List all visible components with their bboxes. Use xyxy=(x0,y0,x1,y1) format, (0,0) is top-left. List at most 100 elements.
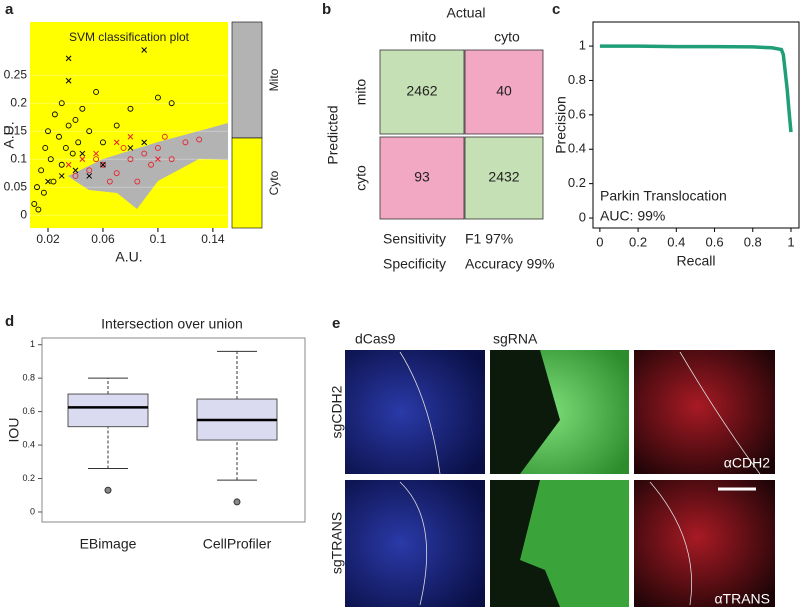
point xyxy=(154,145,161,151)
point xyxy=(127,133,134,140)
matrix-cell xyxy=(379,136,465,220)
y-tick-label: 0.2 xyxy=(10,95,27,109)
point xyxy=(120,145,127,151)
line xyxy=(599,44,793,133)
point xyxy=(86,128,93,135)
legend-label: Mito xyxy=(267,68,281,91)
x-tick-label: 0.8 xyxy=(744,234,762,249)
stain-label: αCDH2 xyxy=(724,455,770,471)
y-tick-label: 0.15 xyxy=(4,123,28,137)
point xyxy=(86,167,93,174)
x-tick-label: 0.02 xyxy=(36,232,60,246)
point xyxy=(127,105,134,112)
y-tick-label: 0.4 xyxy=(568,141,586,156)
panel-d: Intersection over union IOU xyxy=(6,316,306,523)
y-tick-label: 1 xyxy=(30,339,35,349)
point xyxy=(58,100,65,107)
panel-a: SVM classification plot Mito Cyto A.U. A… xyxy=(1,21,281,265)
y-tick-label: 0 xyxy=(30,506,35,516)
matrix-cell xyxy=(464,136,544,220)
y-tick-label: 0.4 xyxy=(22,439,35,449)
point xyxy=(45,178,51,185)
point xyxy=(31,200,38,207)
point xyxy=(141,139,148,146)
x-tick-label: 0.2 xyxy=(629,234,647,249)
outlier xyxy=(104,486,112,494)
cell-value: 2432 xyxy=(488,169,519,185)
column-label: dCas9 xyxy=(355,331,396,347)
x-tick-label: 1 xyxy=(787,234,794,249)
y-tick-label: 0.2 xyxy=(568,175,586,190)
micrograph xyxy=(634,480,775,607)
y-tick-label: 0.2 xyxy=(22,473,35,483)
decision-region xyxy=(68,123,228,209)
point xyxy=(35,206,42,213)
micrograph xyxy=(345,480,485,607)
column-label: cyto xyxy=(494,29,520,45)
micrograph xyxy=(634,350,775,474)
row-label: sgCDH2 xyxy=(329,385,345,438)
point xyxy=(72,172,79,179)
point xyxy=(65,77,72,84)
point xyxy=(79,156,86,163)
point xyxy=(168,100,175,107)
column-label: mito xyxy=(410,29,437,45)
x-axis-label: A.U. xyxy=(115,249,142,265)
point xyxy=(86,173,93,179)
point xyxy=(69,150,76,157)
panel-c: Parkin Translocation AUC: 99% Recall Pre… xyxy=(553,21,800,269)
chart-title: SVM classification plot xyxy=(69,30,190,44)
cell-region xyxy=(520,480,629,607)
y-tick-label: 0 xyxy=(20,207,27,221)
plot-frame xyxy=(41,337,306,523)
annotation: AUC: 99% xyxy=(600,208,665,224)
point xyxy=(106,178,113,185)
y-tick-label: 1 xyxy=(579,38,586,53)
column-label: sgRNA xyxy=(493,331,538,347)
legend-label: Cyto xyxy=(267,170,281,195)
point xyxy=(134,178,141,185)
point xyxy=(42,145,49,151)
row-title: Predicted xyxy=(325,105,341,164)
cell-value: 93 xyxy=(414,169,430,185)
x-tick-label: 0.14 xyxy=(201,232,225,246)
point xyxy=(72,167,79,174)
y-tick-label: 0.8 xyxy=(22,373,35,383)
point xyxy=(75,139,82,146)
point xyxy=(154,94,161,101)
point xyxy=(45,128,51,135)
point xyxy=(34,184,40,191)
plot-frame xyxy=(592,21,800,229)
point xyxy=(47,156,54,163)
point xyxy=(196,136,203,143)
panel-label: d xyxy=(5,313,14,330)
point xyxy=(93,156,100,163)
point xyxy=(58,173,65,179)
chart-title: Intersection over union xyxy=(101,316,243,332)
box xyxy=(67,393,149,428)
y-tick-label: 0.6 xyxy=(22,406,35,416)
stain-label: αTRANS xyxy=(714,591,770,607)
metric: Sensitivity xyxy=(383,231,446,247)
point xyxy=(65,161,72,168)
point xyxy=(79,150,86,157)
point xyxy=(50,178,57,185)
row-label: cyto xyxy=(353,165,369,191)
point xyxy=(113,170,120,177)
matrix-title: Actual xyxy=(447,5,486,21)
matrix-cell xyxy=(379,49,465,135)
metric: Specificity xyxy=(383,256,446,272)
cell-value: 2462 xyxy=(406,83,437,99)
micrograph xyxy=(345,350,485,474)
x-tick-label: 0 xyxy=(596,234,603,249)
y-axis-label: Precision xyxy=(553,96,569,154)
outlier xyxy=(233,498,241,506)
row-label: mito xyxy=(353,79,369,106)
point xyxy=(65,122,72,129)
point xyxy=(113,139,120,146)
point xyxy=(65,55,72,62)
point xyxy=(100,161,106,168)
cell-outline xyxy=(399,351,761,606)
